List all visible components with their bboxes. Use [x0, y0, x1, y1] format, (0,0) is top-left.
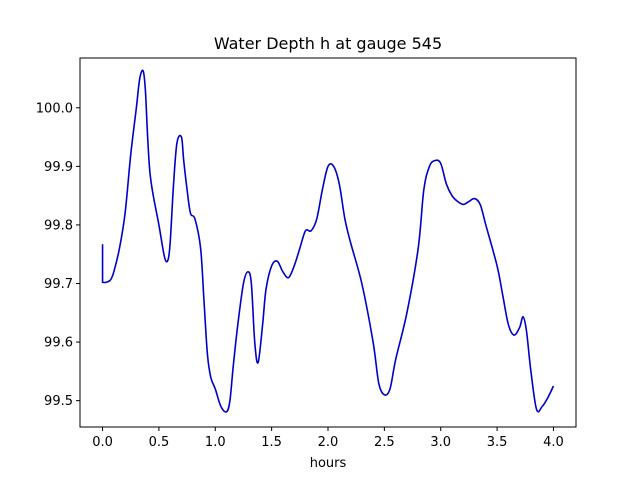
- x-tick-label: 1.0: [205, 435, 226, 450]
- y-tick-label: 99.7: [44, 277, 73, 292]
- x-axis-label: hours: [310, 456, 347, 471]
- x-tick-label: 2.5: [374, 435, 395, 450]
- x-tick-label: 4.0: [543, 435, 564, 450]
- y-tick-label: 99.5: [44, 394, 73, 409]
- x-axis: 0.0 0.5 1.0 1.5 2.0 2.5 3.0 3.5 4.0: [92, 427, 564, 450]
- y-axis: 99.5 99.6 99.7 99.8 99.9 100.0: [36, 101, 80, 409]
- series-layer: [101, 69, 555, 413]
- chart-title: Water Depth h at gauge 545: [214, 34, 442, 53]
- x-tick-label: 1.5: [261, 435, 282, 450]
- series-line: [101, 69, 555, 413]
- x-tick-label: 0.5: [149, 435, 170, 450]
- x-tick-label: 3.0: [430, 435, 451, 450]
- y-tick-label: 99.9: [44, 160, 73, 175]
- x-tick-label: 0.0: [92, 435, 113, 450]
- y-tick-label: 100.0: [36, 101, 73, 116]
- x-tick-label: 3.5: [487, 435, 508, 450]
- x-tick-label: 2.0: [318, 435, 339, 450]
- y-tick-label: 99.8: [44, 218, 73, 233]
- y-tick-label: 99.6: [44, 336, 73, 351]
